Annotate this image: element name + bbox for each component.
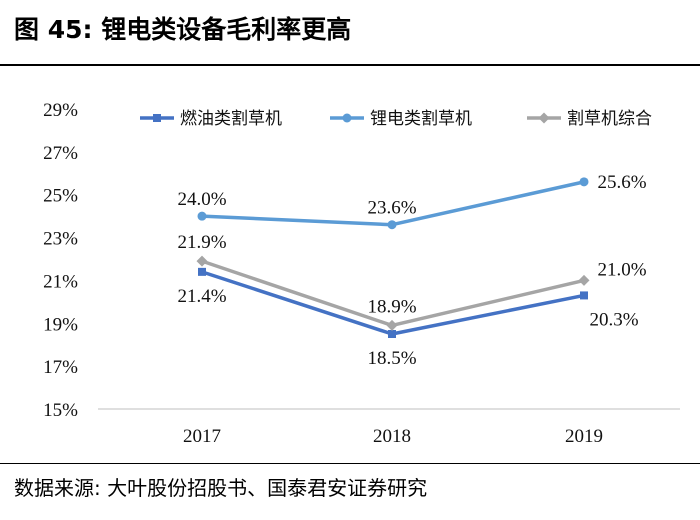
legend-label: 割草机综合 [567, 109, 652, 129]
data-label: 25.6% [597, 172, 646, 193]
y-tick-label: 25% [43, 186, 78, 207]
line-chart: 15% 17% 19% 21% 23% 25% 27% 29% 2017 2018 2019 21.… [43, 100, 680, 447]
chart-legend: 燃油类割草机 锂电类割草机 割草机综合 [140, 109, 652, 129]
chart-data-labels: 21.4% 18.5% 20.3% 24.0% 23.6% 25.6% 21.9% 18.9%… [177, 172, 646, 369]
legend-item: 锂电类割草机 [330, 109, 472, 129]
x-tick-label: 2018 [373, 426, 411, 447]
data-point [580, 291, 588, 300]
data-point [387, 220, 397, 230]
data-point [196, 255, 208, 267]
y-tick-label: 19% [43, 314, 78, 335]
data-label: 21.0% [597, 259, 646, 280]
figure-title: 图 45: 锂电类设备毛利率更高 [14, 15, 352, 44]
data-label: 20.3% [589, 309, 638, 330]
data-point [388, 330, 396, 338]
data-label: 23.6% [367, 198, 416, 219]
y-tick-label: 23% [43, 229, 78, 250]
y-tick-label: 27% [43, 143, 78, 164]
y-tick-label: 29% [43, 100, 78, 121]
x-tick-label: 2019 [565, 426, 603, 447]
legend-label: 锂电类割草机 [370, 109, 472, 129]
data-point [386, 319, 398, 331]
data-point [153, 114, 161, 122]
legend-label: 燃油类割草机 [180, 109, 282, 129]
data-point [538, 112, 550, 124]
data-point [578, 274, 590, 286]
footer-rule [0, 463, 700, 464]
source-note: 数据来源: 大叶股份招股书、国泰君安证券研究 [14, 476, 428, 500]
data-point [197, 211, 207, 221]
figure-header: 图 45: 锂电类设备毛利率更高 [14, 12, 690, 52]
data-label: 21.9% [177, 232, 226, 253]
legend-item: 割草机综合 [527, 109, 652, 129]
data-label: 21.4% [177, 286, 226, 307]
chart-series [196, 177, 590, 338]
data-point [198, 267, 206, 276]
legend-item: 燃油类割草机 [140, 109, 282, 129]
data-label: 18.5% [367, 348, 416, 369]
chart-axes: 15% 17% 19% 21% 23% 25% 27% 29% 2017 2018 2019 [43, 100, 680, 447]
data-point [342, 113, 352, 123]
y-tick-label: 21% [43, 271, 78, 292]
header-rule [0, 64, 700, 66]
data-point [579, 177, 589, 187]
data-label: 24.0% [177, 189, 226, 210]
y-tick-label: 17% [43, 357, 78, 378]
data-label: 18.9% [367, 296, 416, 317]
x-tick-label: 2017 [183, 426, 221, 447]
y-tick-label: 15% [43, 400, 78, 421]
